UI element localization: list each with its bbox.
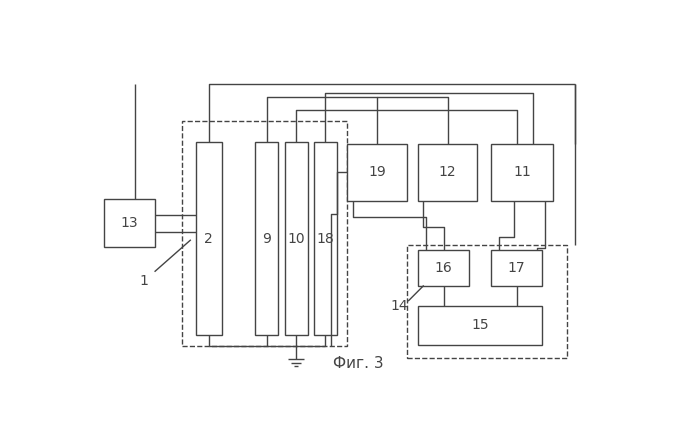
Bar [491,144,554,201]
Bar [347,144,407,201]
Bar [285,142,308,335]
Text: 9: 9 [262,232,271,245]
Text: 10: 10 [288,232,305,245]
Text: 13: 13 [120,216,138,230]
Bar [196,142,222,335]
Bar [103,199,155,247]
Bar [418,306,542,345]
Text: 1: 1 [140,274,149,288]
Bar [491,250,542,286]
Text: 2: 2 [204,232,213,245]
Text: Фиг. 3: Фиг. 3 [333,356,384,371]
Bar [182,121,347,346]
Bar [314,142,337,335]
Text: 15: 15 [471,318,489,332]
Text: 19: 19 [368,165,386,179]
Text: 18: 18 [317,232,334,245]
Text: 11: 11 [513,165,531,179]
Text: 14: 14 [390,298,408,312]
Text: 12: 12 [439,165,456,179]
Bar [407,245,567,358]
Bar [255,142,278,335]
Bar [418,144,477,201]
Bar [418,250,469,286]
Text: 17: 17 [508,261,526,275]
Text: 16: 16 [435,261,452,275]
